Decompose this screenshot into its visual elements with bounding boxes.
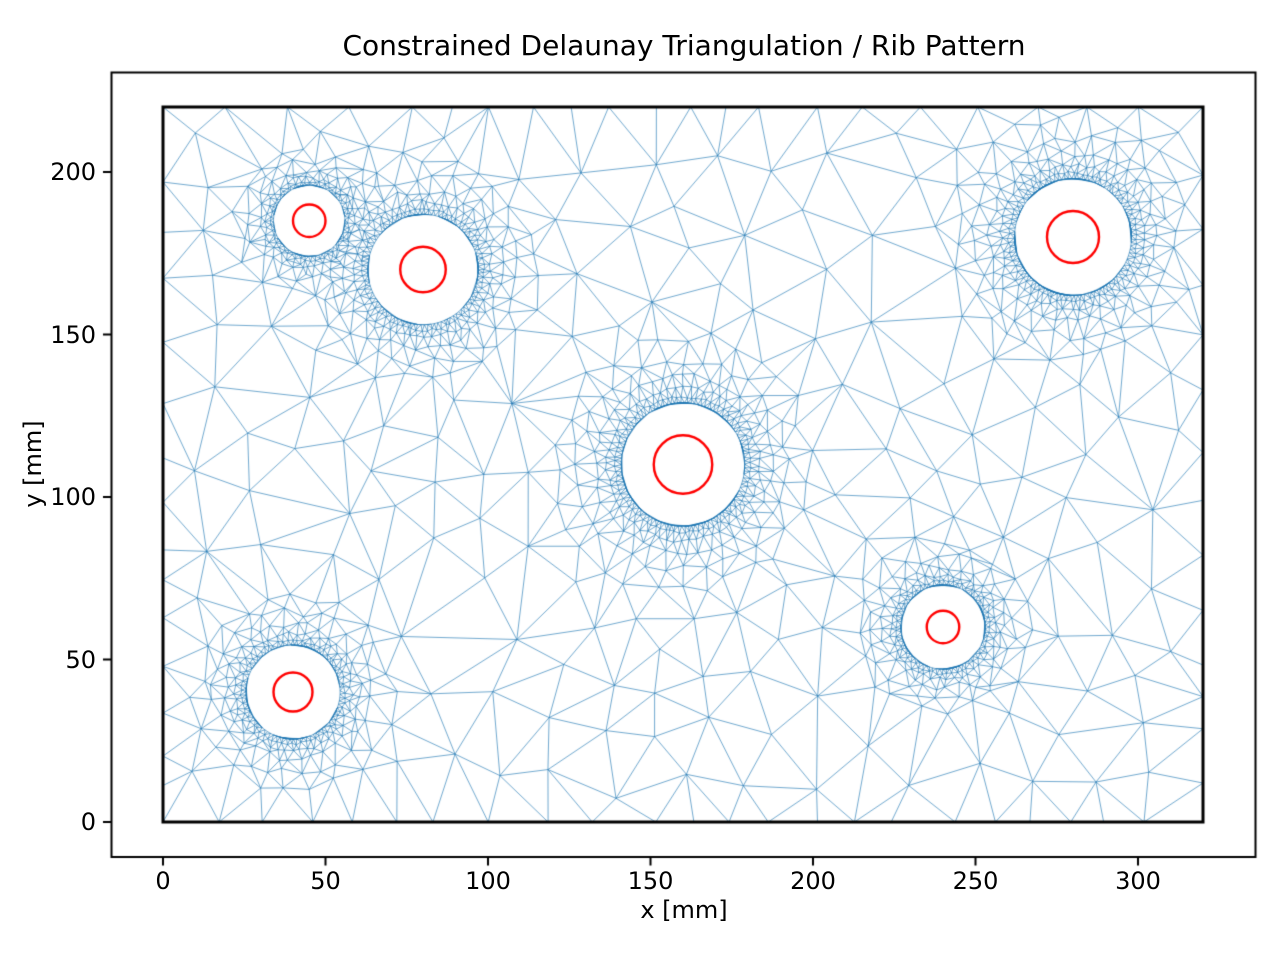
x-axis-label: x [mm]	[640, 896, 728, 924]
x-tick-label-3: 150	[627, 867, 674, 895]
y-tick-label-0: 0	[80, 808, 96, 836]
x-tick-label-6: 300	[1115, 867, 1161, 895]
y-tick-label-3: 150	[50, 320, 96, 349]
y-tick-label-2: 100	[50, 483, 96, 511]
x-tick-label-2: 100	[465, 867, 511, 895]
y-tick-label-1: 50	[65, 645, 96, 674]
x-tick-label-4: 200	[790, 867, 836, 895]
y-tick-label-4: 200	[50, 158, 96, 186]
chart-title: Constrained Delaunay Triangulation / Rib…	[342, 29, 1026, 62]
x-tick-label-5: 250	[952, 867, 999, 895]
x-tick-label-0: 0	[155, 867, 171, 895]
x-tick-label-1: 50	[310, 867, 341, 895]
